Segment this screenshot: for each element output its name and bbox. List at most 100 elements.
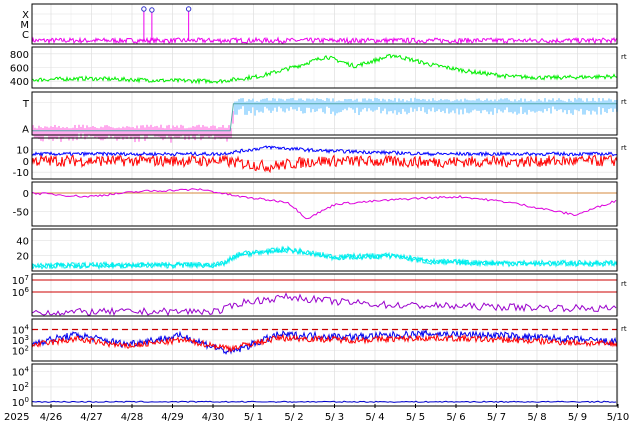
imf-sector-mark [466, 99, 468, 113]
imf-sector-mark [436, 100, 438, 112]
imf-sector-mark [408, 101, 410, 113]
imf-sector-mark [322, 100, 324, 113]
imf-sector-mark [46, 126, 48, 136]
imf-sector-mark [232, 111, 234, 124]
imf-sector-mark [522, 101, 524, 115]
imf-sector-mark [252, 98, 254, 108]
imf-sector-mark [470, 100, 472, 113]
panel-frame-solar-wind-speed [31, 46, 618, 89]
imf-sector-mark [498, 99, 500, 110]
xtick-label-7: 5/ 3 [325, 412, 344, 423]
ytick-kp-index-1: 20 [16, 252, 29, 263]
imf-sector-mark [80, 126, 82, 139]
imf-sector-mark [370, 99, 372, 111]
imf-sector-mark [598, 98, 600, 107]
imf-sector-mark [434, 100, 436, 113]
imf-sector-mark [94, 127, 96, 139]
imf-sector-mark [214, 125, 216, 140]
imf-sector-mark [512, 101, 514, 114]
imf-sector-mark [118, 127, 120, 139]
imf-sector-mark [64, 127, 66, 138]
panel-frame-proton-flux [31, 318, 618, 362]
imf-sector-mark [508, 99, 510, 113]
imf-sector-mark [34, 127, 36, 138]
imf-sector-mark [526, 101, 528, 115]
right-label-solar-wind-speed: rt [621, 53, 627, 61]
imf-sector-mark [346, 99, 348, 111]
imf-sector-mark [340, 101, 342, 112]
flare-marker-1 [149, 7, 155, 13]
imf-sector-mark [222, 125, 224, 139]
imf-sector-mark [584, 101, 586, 115]
imf-sector-mark [210, 126, 212, 137]
imf-sector-mark [352, 100, 354, 110]
imf-sector-mark [510, 101, 512, 113]
imf-sector-mark [462, 101, 464, 115]
imf-sector-mark [576, 99, 578, 111]
imf-sector-mark [392, 100, 394, 114]
ytick-high-energy-protons-2: 100 [12, 396, 29, 409]
imf-sector-mark [452, 101, 454, 111]
imf-sector-mark [234, 101, 236, 115]
ytick-imf-bt-bz-0: 10 [16, 145, 29, 156]
imf-sector-mark [530, 99, 532, 112]
imf-sector-mark [48, 127, 50, 140]
imf-sector-mark [136, 125, 138, 139]
xtick-label-6: 5/ 2 [284, 412, 303, 423]
imf-sector-mark [160, 124, 162, 139]
right-label-electron-flux: rt [621, 280, 627, 288]
imf-sector-mark [348, 98, 350, 108]
imf-sector-mark [458, 100, 460, 115]
ytick-proton-flux-0: 104 [12, 324, 30, 337]
year-label: 2025 [4, 412, 29, 423]
imf-sector-mark [432, 98, 434, 108]
imf-sector-mark [602, 98, 604, 109]
imf-sector-mark [468, 100, 470, 114]
imf-sector-mark [124, 127, 126, 138]
imf-sector-mark [424, 99, 426, 113]
imf-sector-mark [82, 124, 84, 134]
imf-sector-mark [524, 98, 526, 113]
imf-sector-mark [126, 126, 128, 139]
imf-sector-mark [536, 100, 538, 112]
imf-sector-mark [212, 125, 214, 135]
ytick-solar-wind-speed-0: 800 [10, 50, 29, 61]
imf-sector-mark [356, 98, 358, 108]
xtick-label-9: 5/ 5 [406, 412, 425, 423]
imf-sector-mark [594, 100, 596, 112]
imf-sector-mark [518, 100, 520, 114]
imf-sector-mark [502, 99, 504, 113]
imf-sector-mark [420, 99, 422, 112]
imf-sector-mark [336, 101, 338, 114]
imf-sector-mark [298, 98, 300, 108]
ytick-high-energy-protons-1: 102 [12, 381, 29, 394]
imf-sector-mark [158, 127, 160, 137]
imf-sector-mark [596, 101, 598, 115]
xtick-label-2: 4/28 [121, 412, 143, 423]
imf-sector-mark [552, 98, 554, 107]
imf-sector-mark [264, 98, 266, 107]
imf-sector-mark [364, 98, 366, 108]
imf-sector-mark [430, 101, 432, 112]
imf-sector-mark [100, 126, 102, 141]
imf-sector-mark [488, 100, 490, 115]
imf-sector-mark [516, 101, 518, 115]
imf-sector-mark [274, 98, 276, 108]
imf-sector-mark [342, 101, 344, 111]
imf-sector-mark [538, 98, 540, 111]
imf-sector-mark [482, 100, 484, 111]
imf-sector-mark [258, 101, 260, 113]
flare-marker-2 [185, 6, 192, 12]
imf-sector-mark [358, 101, 360, 116]
imf-sector-mark [110, 126, 112, 139]
imf-sector-mark [54, 124, 56, 139]
imf-sector-mark [122, 126, 124, 140]
imf-sector-mark [448, 99, 450, 114]
imf-sector-mark [296, 100, 298, 111]
ytick-dst-index-1: -50 [13, 207, 29, 218]
xtick-label-4: 4/30 [202, 412, 224, 423]
imf-sector-mark [404, 101, 406, 112]
imf-sector-mark [170, 128, 172, 143]
imf-sector-mark [422, 98, 424, 108]
